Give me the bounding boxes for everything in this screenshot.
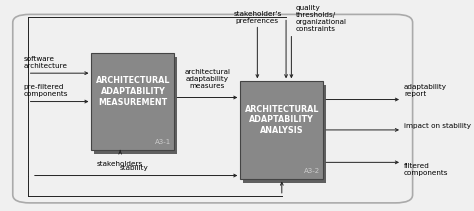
Text: adaptability
report: adaptability report (404, 84, 447, 97)
Text: ARCHITECTURAL
ADAPTABILITY
ANALYSIS: ARCHITECTURAL ADAPTABILITY ANALYSIS (245, 104, 319, 135)
Text: A3-2: A3-2 (304, 168, 320, 173)
Text: impact on stability: impact on stability (404, 123, 471, 129)
Text: ARCHITECTURAL
ADAPTABILITY
MEASUREMENT: ARCHITECTURAL ADAPTABILITY MEASUREMENT (96, 76, 170, 107)
Text: stakeholders: stakeholders (97, 161, 143, 167)
Text: stakeholder's
preferences: stakeholder's preferences (233, 11, 282, 23)
FancyBboxPatch shape (91, 53, 174, 150)
Text: quality
thresholds/
organizational
constraints: quality thresholds/ organizational const… (296, 5, 346, 32)
FancyBboxPatch shape (240, 81, 323, 179)
Text: stability: stability (119, 165, 148, 172)
Text: A3-1: A3-1 (155, 139, 171, 145)
Text: pre-filtered
components: pre-filtered components (23, 84, 68, 97)
FancyBboxPatch shape (243, 85, 326, 183)
Text: software
architecture: software architecture (23, 56, 67, 69)
FancyBboxPatch shape (13, 14, 412, 203)
FancyBboxPatch shape (94, 57, 177, 154)
Text: filtered
components: filtered components (404, 163, 448, 176)
Text: architectural
adaptability
measures: architectural adaptability measures (184, 69, 230, 89)
